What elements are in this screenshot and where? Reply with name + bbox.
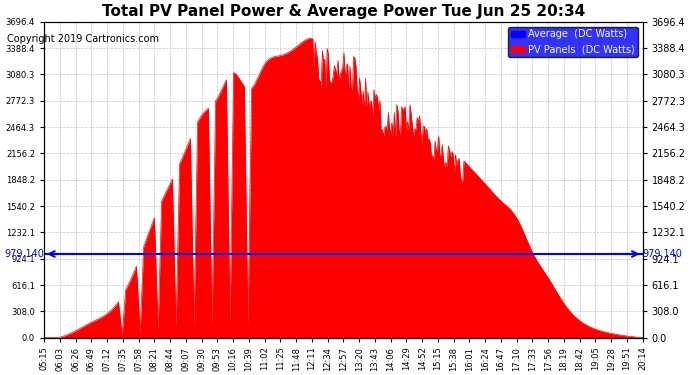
Text: Copyright 2019 Cartronics.com: Copyright 2019 Cartronics.com (7, 34, 159, 44)
Text: 979.140: 979.140 (642, 249, 682, 259)
Legend: Average  (DC Watts), PV Panels  (DC Watts): Average (DC Watts), PV Panels (DC Watts) (508, 27, 638, 57)
Title: Total PV Panel Power & Average Power Tue Jun 25 20:34: Total PV Panel Power & Average Power Tue… (101, 4, 585, 19)
Text: 979.140: 979.140 (4, 249, 44, 259)
